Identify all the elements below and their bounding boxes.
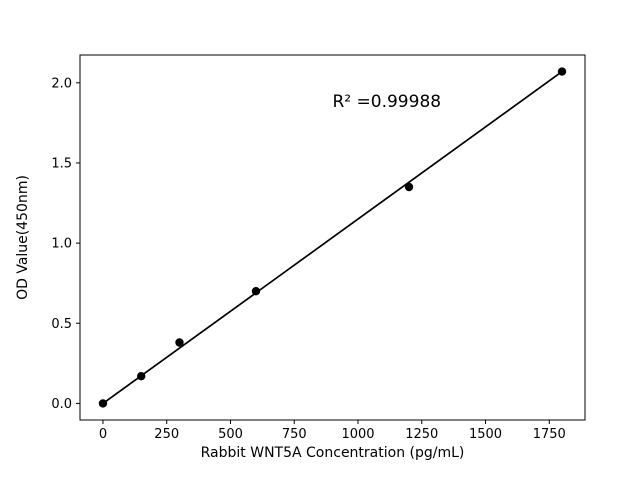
r-squared-annotation: R² =0.99988 [333,92,442,112]
y-tick-label: 0.0 [51,397,72,412]
x-tick-label: 1000 [341,427,374,442]
data-point [137,371,146,381]
y-axis-ticks: 0.0 0.5 1.0 1.5 2.0 [51,76,80,412]
x-tick-label: 1750 [533,427,566,442]
data-point [557,67,567,76]
y-tick-label: 2.0 [51,76,72,91]
data-points [98,67,567,408]
x-tick-label: 500 [218,427,243,442]
data-point [175,338,184,347]
x-tick-label: 0 [99,427,107,442]
x-tick-label: 1500 [469,427,502,442]
x-tick-label: 1250 [405,427,438,442]
x-tick-label: 750 [282,427,307,442]
x-axis-label: Rabbit WNT5A Concentration (pg/mL) [201,445,465,461]
x-tick-label: 250 [154,427,179,442]
fit-line [102,70,563,405]
x-axis-ticks: 0 250 500 750 1000 1250 1500 1750 [99,420,566,442]
y-tick-label: 1.5 [51,156,72,171]
y-axis-label: OD Value(450nm) [15,175,31,300]
y-tick-label: 1.0 [51,237,72,252]
data-point [98,399,108,408]
data-point [251,287,261,296]
data-point [404,182,414,192]
y-tick-label: 0.5 [51,317,72,332]
